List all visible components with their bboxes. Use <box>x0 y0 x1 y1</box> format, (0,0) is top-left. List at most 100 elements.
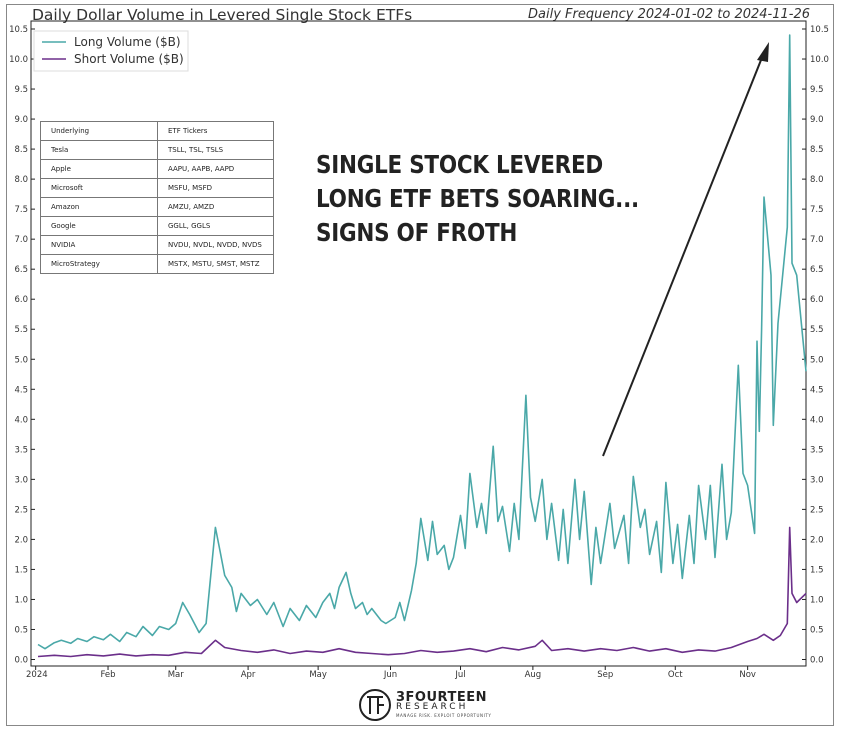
y-tick-label-right: 5.0 <box>810 355 824 365</box>
y-tick-label-left: 8.0 <box>14 175 28 185</box>
legend-label-short: Short Volume ($B) <box>74 52 184 66</box>
y-tick-label-right: 2.5 <box>810 505 824 515</box>
table-cell-underlying: MicroStrategy <box>40 254 158 274</box>
table-cell-tickers: TSLL, TSL, TSLS <box>157 140 274 160</box>
y-tick-label-right: 8.5 <box>810 145 824 155</box>
annotation-text: SINGLE STOCK LEVERED LONG ETF BETS SOARI… <box>316 148 639 250</box>
x-tick-label: Mar <box>168 670 185 680</box>
table-row: MicroStrategy MSTX, MSTU, SMST, MSTZ <box>40 254 274 274</box>
y-tick-label-right: 10.5 <box>810 25 829 35</box>
brand-sub: RESEARCH <box>396 702 469 712</box>
y-tick-label-left: 2.5 <box>14 505 28 515</box>
y-tick-label-left: 8.5 <box>14 145 28 155</box>
y-tick-label-left: 5.0 <box>14 355 28 365</box>
table-cell-underlying: Underlying <box>40 121 158 141</box>
y-tick-label-left: 7.0 <box>14 235 28 245</box>
series-line-long <box>37 34 807 650</box>
y-tick-label-left: 5.5 <box>14 325 28 335</box>
y-tick-label-left: 3.0 <box>14 475 28 485</box>
y-tick-label-left: 1.0 <box>14 595 28 605</box>
y-tick-label-right: 5.5 <box>810 325 824 335</box>
y-tick-label-right: 6.0 <box>810 295 824 305</box>
table-row: Tesla TSLL, TSL, TSLS <box>40 140 274 160</box>
y-tick-label-right: 3.5 <box>810 445 824 455</box>
annotation-line: SIGNS OF FROTH <box>316 218 518 247</box>
y-tick-label-right: 1.0 <box>810 595 824 605</box>
annotation-line: SINGLE STOCK LEVERED <box>316 150 603 179</box>
y-tick-label-left: 0.5 <box>14 625 28 635</box>
brand-tagline: MANAGE RISK. EXPLOIT OPPORTUNITY <box>396 713 492 718</box>
y-tick-label-left: 10.0 <box>9 55 28 65</box>
brand-logo-icon <box>359 689 391 721</box>
y-tick-label-left: 4.0 <box>14 415 28 425</box>
x-tick-label: Jul <box>454 670 465 680</box>
table-row: Apple AAPU, AAPB, AAPD <box>40 159 274 179</box>
table-cell-tickers: MSTX, MSTU, SMST, MSTZ <box>157 254 274 274</box>
x-tick-label: Jun <box>383 670 397 680</box>
table-row: Microsoft MSFU, MSFD <box>40 178 274 198</box>
table-cell-tickers: AMZU, AMZD <box>157 197 274 217</box>
y-tick-label-right: 7.0 <box>810 235 824 245</box>
plot-area <box>30 20 807 667</box>
y-tick-label-left: 6.5 <box>14 265 28 275</box>
series-line-short <box>37 526 807 658</box>
legend-box <box>33 30 189 72</box>
annotation-line: LONG ETF BETS SOARING... <box>316 184 639 213</box>
series-layer <box>37 34 807 658</box>
y-tick-label-left: 2.0 <box>14 535 28 545</box>
table-header-row: Underlying ETF Tickers <box>40 121 274 141</box>
chart-frame <box>6 4 834 726</box>
y-tick-label-right: 4.5 <box>810 385 824 395</box>
y-tick-label-left: 4.5 <box>14 385 28 395</box>
table-cell-underlying: Google <box>40 216 158 236</box>
y-tick-label-right: 0.0 <box>810 656 824 666</box>
y-tick-label-left: 3.5 <box>14 445 28 455</box>
y-tick-label-right: 10.0 <box>810 55 829 65</box>
table-cell-tickers: GGLL, GGLS <box>157 216 274 236</box>
table-cell-underlying: Apple <box>40 159 158 179</box>
table-cell-underlying: Amazon <box>40 197 158 217</box>
table-row: NVIDIA NVDU, NVDL, NVDD, NVDS <box>40 235 274 255</box>
table-cell-tickers: ETF Tickers <box>157 121 274 141</box>
y-tick-label-right: 4.0 <box>810 415 824 425</box>
y-tick-label-right: 9.0 <box>810 115 824 125</box>
y-tick-label-left: 9.5 <box>14 85 28 95</box>
annotation-arrow <box>602 42 769 457</box>
x-tick-label: Oct <box>668 670 683 680</box>
etf-ticker-table: Underlying ETF Tickers Tesla TSLL, TSL, TSL… <box>40 121 274 274</box>
table-cell-underlying: Microsoft <box>40 178 158 198</box>
legend-label-long: Long Volume ($B) <box>74 35 181 49</box>
x-tick-label: May <box>309 670 327 680</box>
y-tick-label-left: 9.0 <box>14 115 28 125</box>
y-tick-label-left: 0.0 <box>14 656 28 666</box>
chart-subtitle: Daily Frequency 2024-01-02 to 2024-11-26 <box>528 7 810 22</box>
table-cell-underlying: Tesla <box>40 140 158 160</box>
y-tick-label-right: 1.5 <box>810 565 824 575</box>
brand-name: 3FOURTEEN <box>396 690 487 705</box>
table-row: Google GGLL, GGLS <box>40 216 274 236</box>
table-cell-tickers: NVDU, NVDL, NVDD, NVDS <box>157 235 274 255</box>
y-tick-label-left: 7.5 <box>14 205 28 215</box>
y-tick-label-right: 8.0 <box>810 175 824 185</box>
x-tick-label: Feb <box>100 670 115 680</box>
y-tick-label-left: 10.5 <box>9 25 28 35</box>
x-tick-label: Apr <box>241 670 256 680</box>
x-tick-label: Sep <box>597 670 613 680</box>
y-tick-label-right: 0.5 <box>810 625 824 635</box>
y-tick-label-right: 9.5 <box>810 85 824 95</box>
x-tick-label: 2024 <box>26 670 48 680</box>
table-cell-tickers: MSFU, MSFD <box>157 178 274 198</box>
y-tick-label-left: 6.0 <box>14 295 28 305</box>
y-tick-label-right: 7.5 <box>810 205 824 215</box>
y-tick-label-left: 1.5 <box>14 565 28 575</box>
chart-title: Daily Dollar Volume in Levered Single St… <box>32 6 413 24</box>
x-tick-label: Aug <box>525 670 542 680</box>
table-row: Amazon AMZU, AMZD <box>40 197 274 217</box>
legend: Long Volume ($B) Short Volume ($B) <box>33 30 189 72</box>
table-cell-tickers: AAPU, AAPB, AAPD <box>157 159 274 179</box>
axes: 0.0 0.0 0.5 0.5 1.0 1.0 1.5 1.5 2.0 2.0 2.5 2.5 3.0 3… <box>9 20 829 680</box>
y-tick-label-right: 2.0 <box>810 535 824 545</box>
y-tick-label-right: 3.0 <box>810 475 824 485</box>
x-tick-label: Nov <box>739 670 756 680</box>
